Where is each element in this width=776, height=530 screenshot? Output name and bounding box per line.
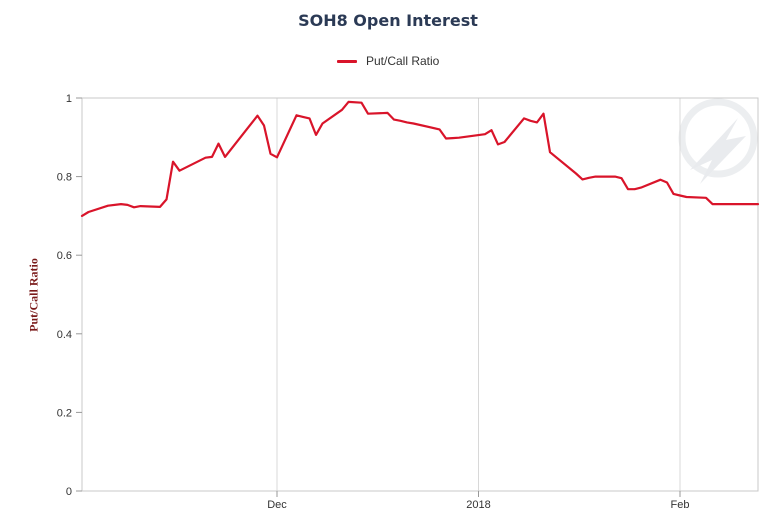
chart-title: SOH8 Open Interest (298, 11, 478, 30)
legend[interactable]: Put/Call Ratio (0, 54, 776, 68)
y-tick-label: 0.2 (57, 407, 72, 419)
plot-frame (81, 97, 759, 492)
y-tick-label: 0.8 (57, 172, 72, 184)
series-line-put-call-ratio[interactable] (80, 100, 760, 217)
y-tick-label: 0.6 (57, 250, 72, 262)
legend-swatch (336, 60, 357, 64)
y-tick-label: 1 (66, 93, 72, 105)
y-tick-label: 0.4 (57, 329, 72, 341)
x-tick-label: Feb (671, 499, 690, 511)
watermark-logo (678, 98, 758, 184)
y-tick-label: 0 (66, 486, 72, 498)
x-tick-label: 2018 (466, 499, 490, 511)
legend-label: Put/Call Ratio (365, 54, 440, 68)
x-tick-label: Dec (267, 499, 287, 511)
